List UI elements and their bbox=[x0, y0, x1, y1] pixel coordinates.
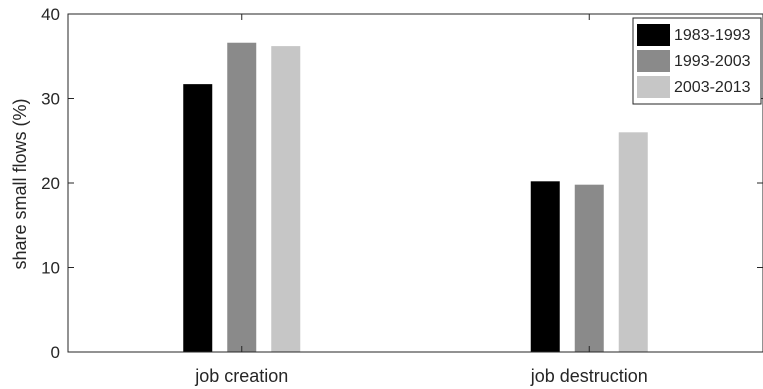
y-tick-label: 40 bbox=[41, 5, 60, 24]
bar-1993-2003-job-creation bbox=[227, 42, 257, 352]
legend-label: 1983-1993 bbox=[674, 27, 751, 44]
bar-2003-2013-job-creation bbox=[271, 46, 301, 353]
y-tick-label: 30 bbox=[41, 90, 60, 109]
bar-2003-2013-job-destruction bbox=[618, 132, 648, 352]
category-labels-group: job creation job destruction bbox=[194, 366, 648, 386]
ticks-group: 0 10 20 30 40 bbox=[41, 5, 763, 362]
legend: 1983-1993 1993-2003 2003-2013 bbox=[632, 17, 762, 105]
legend-label: 2003-2013 bbox=[674, 79, 751, 96]
category-label: job destruction bbox=[530, 366, 648, 386]
bar-1983-1993-job-creation bbox=[183, 84, 213, 352]
y-tick-label: 20 bbox=[41, 174, 60, 193]
bar-1993-2003-job-destruction bbox=[574, 184, 604, 352]
legend-label: 1993-2003 bbox=[674, 53, 751, 70]
category-label: job creation bbox=[194, 366, 288, 386]
legend-swatch bbox=[637, 24, 670, 46]
y-tick-label: 0 bbox=[51, 343, 60, 362]
bar-1983-1993-job-destruction bbox=[530, 181, 560, 352]
y-axis-title: share small flows (%) bbox=[10, 98, 30, 269]
bars-group bbox=[183, 42, 648, 353]
legend-swatch bbox=[637, 50, 670, 72]
legend-swatch bbox=[637, 76, 670, 98]
y-tick-label: 10 bbox=[41, 259, 60, 278]
